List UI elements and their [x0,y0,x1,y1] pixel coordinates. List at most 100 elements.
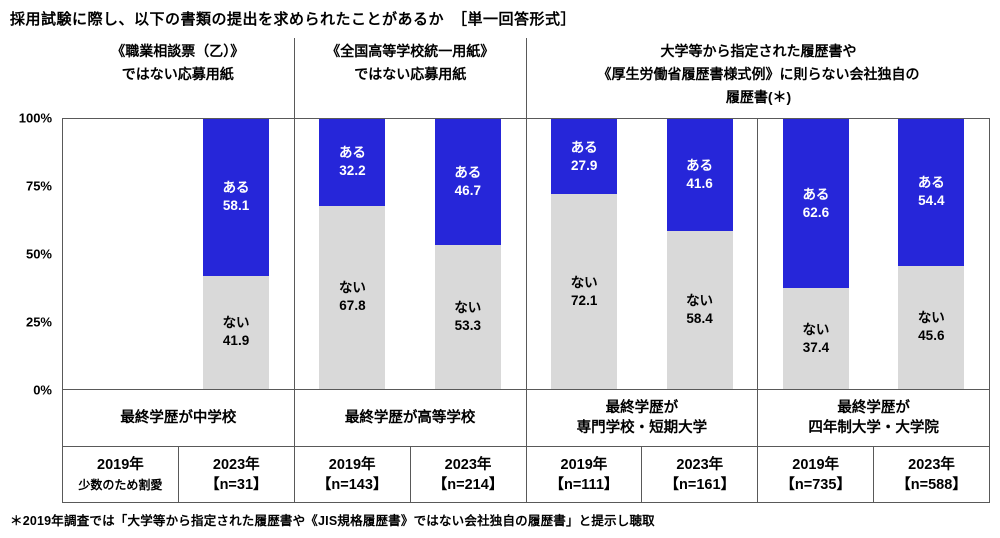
page-title: 採用試験に際し、以下の書類の提出を求められたことがあるか ［単一回答形式］ [10,11,577,28]
chart-panel: ある 58.1 ない 41.9 [63,119,295,389]
segment-label-nai: ない [454,300,482,316]
sample-size: 【n=31】 [205,476,268,493]
group-header-line: 《職業相談票（乙）》 [111,43,245,59]
bar-segment-nai: ない 45.6 [898,265,965,389]
segment-value-nai: 67.8 [339,298,366,314]
chart-panel: ある 27.9 ない 72.1 ある 41.6 ない 58.4 [527,119,759,389]
education-line: 四年制大学・大学院 [808,420,939,436]
year-label: 2023年 [676,456,724,473]
segment-value-nai: 41.9 [222,333,250,349]
stacked-bar: ある 32.2 ない 67.8 [319,119,386,389]
segment-label-nai: ない [917,310,945,326]
year-label: 2023年 [444,456,492,473]
sample-size: 【n=143】 [316,476,388,493]
sample-size: 【n=588】 [896,476,967,493]
group-header-line: ではない応募用紙 [354,66,467,82]
education-line: 最終学歴が [605,400,679,416]
segment-label-aru: ある [222,180,250,196]
year-cell: 2023年【n=31】 [179,447,295,502]
group-header: 《職業相談票（乙）》 ではない応募用紙 [62,38,295,118]
sample-size: 少数のため割愛 [78,477,163,492]
segment-label-nai: ない [222,315,250,331]
bar-segment-nai: ない 72.1 [551,194,618,389]
sample-size: 【n=214】 [432,476,504,493]
group-header-line: 履歴書(＊) [725,89,792,105]
group-headers: 《職業相談票（乙）》 ではない応募用紙 《全国高等学校統一用紙》 ではない応募用紙 大学… [62,38,990,118]
bar-segment-aru: ある 27.9 [551,119,618,195]
year-cell: 2023年【n=588】 [874,447,989,502]
chart-panel: ある 32.2 ない 67.8 ある 46.7 ない 53.3 [295,119,527,389]
year-cell: 2019年少数のため割愛 [63,447,179,502]
bar-segment-aru: ある 62.6 [782,119,849,289]
segment-label-aru: ある [802,186,830,202]
bar-segment-aru: ある 58.1 [203,119,270,276]
year-label: 2019年 [560,456,608,473]
segment-label-nai: ない [802,321,830,337]
education-cell: 最終学歴が四年制大学・大学院 [758,390,989,446]
segment-value-nai: 72.1 [571,292,598,308]
segment-value-aru: 41.6 [686,176,713,192]
bar-segment-aru: ある 32.2 [319,119,386,206]
stacked-bar: ある 27.9 ない 72.1 [551,119,618,389]
segment-label-nai: ない [686,293,714,309]
year-cell: 2019年【n=735】 [758,447,875,502]
bar-segment-nai: ない 58.4 [666,231,733,389]
year-label: 2019年 [792,456,840,473]
year-label: 2023年 [212,456,260,473]
segment-value-nai: 45.6 [918,328,945,344]
stacked-bar: ある 46.7 ない 53.3 [434,119,501,389]
bar-segment-aru: ある 41.6 [666,119,733,232]
group-header-line: 《厚生労働省履歴書様式例》に則らない会社独自の [597,66,920,82]
year-cell: 2019年【n=143】 [295,447,411,502]
segment-value-aru: 58.1 [222,198,250,214]
bar-segment-aru: ある 46.7 [434,119,501,246]
segment-label-aru: ある [917,175,945,191]
segment-value-nai: 53.3 [454,318,481,334]
segment-label-aru: ある [454,165,482,181]
education-line: 最終学歴が高等学校 [344,410,476,426]
education-cell: 最終学歴が中学校 [63,390,295,446]
year-row: 2019年 少数のため割愛 2023年 【n=31】 2019年 【n=143】 2023年… [63,447,989,502]
y-axis-label: 50% [25,246,52,262]
year-label: 2019年 [97,456,144,473]
segment-value-aru: 32.2 [339,163,366,179]
education-row: 最終学歴が中学校 最終学歴が高等学校 最終学歴が 専門学校・短期大学 最終学歴が 四年制大… [63,390,989,447]
sample-size: 【n=735】 [780,476,851,493]
education-line: 専門学校・短期大学 [576,420,708,436]
segment-label-nai: ない [338,280,366,296]
bar-segment-nai: ない 37.4 [782,288,849,389]
segment-label-aru: ある [338,145,366,161]
stacked-bar: ある 41.6 ない 58.4 [666,119,733,389]
education-line: 最終学歴が中学校 [120,410,237,426]
group-header: 大学等から指定された履歴書や《厚生労働省履歴書様式例》に則らない会社独自の 履歴書… [527,38,990,118]
segment-value-nai: 37.4 [802,339,830,355]
education-line: 最終学歴が [837,400,910,416]
year-label: 2019年 [328,456,376,473]
segment-label-nai: ない [570,274,598,290]
group-header-line: 大学等から指定された履歴書や [660,43,857,59]
group-header-line: 《全国高等学校統一用紙》 [326,43,495,59]
year-label: 2023年 [908,456,955,473]
bar-segment-nai: ない 67.8 [319,205,386,389]
segment-value-nai: 58.4 [686,311,713,327]
bar-segment-aru: ある 54.4 [898,119,965,266]
segment-value-aru: 54.4 [918,193,945,209]
segment-value-aru: 27.9 [571,157,598,173]
footnote: ＊2019年調査では「大学等から指定された履歴書や《JIS規格履歴書》ではない会… [10,514,655,528]
segment-label-aru: ある [570,139,598,155]
plot-area: ある 58.1 ない 41.9 ある 32.2 ない 67.8 ある 46.7 ない 53.3 ある 27… [62,118,990,390]
stacked-bar: ある 54.4 ない 45.6 [898,119,965,389]
year-cell: 2019年【n=111】 [527,447,643,502]
group-header-line: ではない応募用紙 [121,66,234,82]
stacked-bar: ある 58.1 ない 41.9 [203,119,270,389]
bar-segment-nai: ない 41.9 [203,275,270,389]
sample-size: 【n=111】 [549,476,619,493]
bar-segment-nai: ない 53.3 [434,245,501,389]
segment-value-aru: 62.6 [802,204,830,220]
bottom-table: 最終学歴が中学校 最終学歴が高等学校 最終学歴が 専門学校・短期大学 最終学歴が 四年制大… [62,390,990,503]
group-header: 《全国高等学校統一用紙》 ではない応募用紙 [295,38,527,118]
y-axis: 100% 75% 50% 25% 0% [0,111,58,398]
segment-value-aru: 46.7 [454,183,481,199]
y-axis-label: 100% [18,110,52,126]
